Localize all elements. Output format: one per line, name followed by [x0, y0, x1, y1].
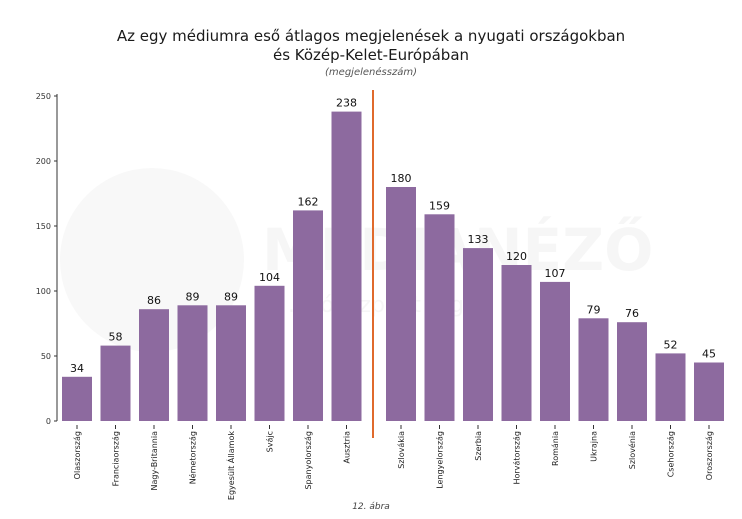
x-category-label: Oroszország — [705, 431, 714, 480]
bar — [331, 111, 362, 421]
y-tick-label: 250 — [36, 92, 51, 101]
bar — [139, 309, 169, 421]
x-category-label: Csehország — [667, 431, 676, 477]
x-category-label: Svájc — [266, 431, 275, 452]
bar — [100, 345, 131, 421]
bar — [254, 285, 285, 421]
x-category-label: Olaszország — [73, 431, 82, 479]
x-category-label: Horvátország — [513, 431, 522, 485]
bar-value-label: 107 — [545, 267, 566, 280]
x-category-label: Egyesült Államok — [225, 431, 236, 500]
bar — [177, 305, 208, 421]
x-category-label: Spanyolország — [304, 431, 313, 490]
bar-value-label: 238 — [336, 97, 357, 110]
x-category-label: Lengyelország — [436, 431, 445, 489]
x-category-label: Franciaország — [112, 431, 121, 486]
bar-value-label: 120 — [506, 250, 527, 263]
y-tick-label: 100 — [36, 287, 51, 296]
x-category-label: Nagy-Britannia — [150, 431, 159, 491]
bar — [617, 322, 647, 421]
watermark-brand-text: MÉDIANÉZŐ — [262, 215, 653, 284]
x-category-label: Szlovákia — [397, 431, 406, 469]
bar — [694, 362, 724, 421]
bar-value-label: 89 — [224, 290, 238, 303]
chart-title-line-2: és Közép-Kelet-Európában — [272, 46, 470, 64]
x-category-label: Szlovénia — [627, 431, 637, 469]
x-category-label: Ausztria — [343, 431, 352, 464]
bar-value-label: 162 — [298, 195, 319, 208]
bar — [540, 281, 570, 421]
bar-value-label: 86 — [147, 294, 161, 307]
y-tick-label: 200 — [36, 157, 51, 166]
bar — [655, 353, 686, 421]
x-category-label: Németország — [188, 431, 198, 484]
x-category-label: Románia — [551, 431, 560, 466]
bar-value-label: 58 — [109, 331, 123, 344]
bar-value-label: 89 — [186, 290, 200, 303]
bar-value-label: 79 — [587, 303, 601, 316]
x-category-label: Szerbia — [474, 431, 483, 461]
bar — [578, 318, 609, 421]
bar — [62, 376, 92, 421]
bar-value-label: 45 — [702, 348, 716, 361]
bar-value-label: 159 — [429, 199, 450, 212]
figure-caption: 12. ábra — [352, 502, 390, 512]
chart-title-line-1: Az egy médiumra eső átlagos megjelenések… — [116, 27, 626, 45]
bar — [386, 187, 416, 421]
y-tick-label: 0 — [46, 417, 51, 426]
bar — [424, 214, 455, 421]
bar-value-label: 76 — [625, 307, 639, 320]
bars-group: 34 Olaszország 58 Franciaország 86 Nagy-Brita… — [62, 97, 724, 500]
y-tick-label: 150 — [36, 222, 51, 231]
bar-value-label: 133 — [468, 233, 489, 246]
bar-value-label: 34 — [70, 362, 84, 375]
bar — [293, 210, 323, 421]
bar-value-label: 180 — [391, 172, 412, 185]
y-axis: 0 50 100 150 200 250 — [36, 92, 58, 426]
chart-subtitle: (megjelenésszám) — [325, 67, 417, 78]
bar — [501, 265, 532, 421]
bar — [216, 305, 246, 421]
y-tick-label: 50 — [41, 352, 51, 361]
x-category-label: Ukrajna — [590, 431, 599, 462]
bar-value-label: 52 — [664, 338, 678, 351]
bar — [463, 248, 493, 421]
bar-value-label: 104 — [259, 271, 280, 284]
